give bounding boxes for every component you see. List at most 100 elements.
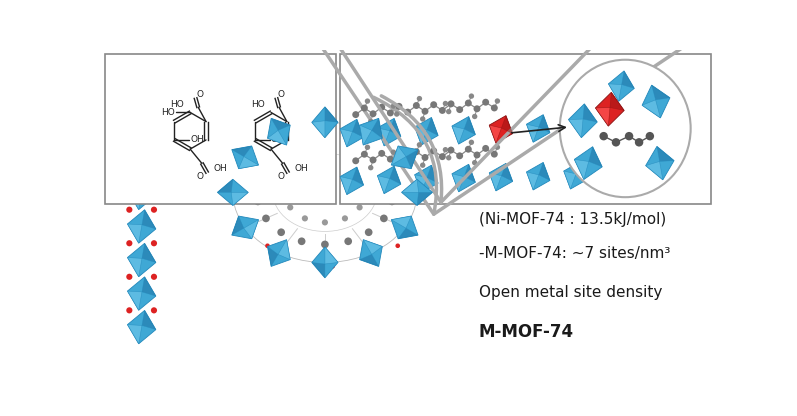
Polygon shape [371, 118, 383, 138]
Circle shape [238, 194, 243, 198]
Circle shape [405, 177, 410, 182]
Polygon shape [527, 163, 550, 190]
Circle shape [254, 179, 261, 187]
Polygon shape [378, 176, 390, 193]
Polygon shape [256, 106, 277, 132]
Text: O: O [197, 171, 204, 181]
Circle shape [402, 119, 407, 124]
Polygon shape [402, 179, 433, 206]
Circle shape [554, 173, 559, 178]
Circle shape [595, 147, 602, 153]
Polygon shape [352, 119, 363, 137]
Circle shape [536, 144, 541, 149]
Circle shape [368, 165, 374, 171]
Polygon shape [568, 104, 597, 138]
Circle shape [126, 240, 132, 246]
Circle shape [612, 138, 620, 146]
Polygon shape [414, 165, 438, 193]
Polygon shape [314, 106, 336, 132]
Polygon shape [142, 310, 156, 329]
Circle shape [482, 145, 489, 152]
Circle shape [342, 215, 348, 221]
Polygon shape [294, 106, 307, 118]
Circle shape [330, 124, 335, 129]
Polygon shape [652, 85, 670, 100]
Polygon shape [583, 104, 597, 122]
Polygon shape [489, 116, 512, 143]
Polygon shape [539, 115, 550, 133]
Circle shape [151, 207, 157, 213]
Polygon shape [527, 115, 550, 142]
Circle shape [298, 238, 305, 245]
Text: OH: OH [295, 164, 308, 173]
Circle shape [635, 138, 643, 146]
Polygon shape [312, 107, 338, 138]
Circle shape [580, 144, 586, 149]
Text: HO: HO [251, 100, 265, 109]
Polygon shape [340, 167, 363, 195]
Polygon shape [359, 125, 371, 145]
Polygon shape [646, 146, 674, 180]
Circle shape [357, 119, 363, 124]
Circle shape [344, 238, 352, 245]
Circle shape [370, 156, 376, 163]
Polygon shape [452, 126, 464, 144]
Circle shape [430, 147, 437, 154]
Polygon shape [244, 220, 258, 239]
Circle shape [151, 274, 157, 280]
Polygon shape [390, 166, 401, 184]
Circle shape [287, 174, 293, 181]
Circle shape [342, 163, 348, 169]
Circle shape [380, 215, 387, 222]
Circle shape [367, 130, 373, 135]
Circle shape [352, 157, 359, 164]
Polygon shape [218, 179, 248, 206]
Text: M-MOF-74: M-MOF-74 [479, 323, 574, 341]
Polygon shape [414, 127, 427, 145]
Circle shape [446, 109, 451, 114]
Polygon shape [128, 176, 156, 210]
Circle shape [302, 215, 308, 221]
Polygon shape [314, 118, 325, 132]
FancyArrowPatch shape [215, 0, 760, 214]
Polygon shape [359, 240, 383, 266]
Polygon shape [575, 159, 589, 179]
Polygon shape [142, 210, 156, 229]
Polygon shape [373, 106, 395, 132]
Circle shape [430, 101, 437, 108]
Polygon shape [128, 157, 142, 176]
Polygon shape [232, 216, 258, 239]
Circle shape [422, 194, 427, 198]
Polygon shape [128, 90, 142, 109]
Circle shape [126, 274, 132, 280]
Circle shape [442, 147, 448, 152]
Polygon shape [657, 146, 674, 161]
Polygon shape [238, 156, 258, 168]
Circle shape [554, 125, 559, 131]
Polygon shape [268, 240, 290, 266]
Polygon shape [271, 118, 290, 130]
Polygon shape [355, 106, 365, 121]
Polygon shape [610, 92, 624, 111]
Polygon shape [384, 106, 395, 122]
Circle shape [380, 163, 387, 170]
Text: Open metal site density: Open metal site density [479, 285, 662, 300]
Polygon shape [340, 119, 363, 147]
Polygon shape [359, 118, 383, 145]
Circle shape [365, 145, 370, 150]
Circle shape [417, 96, 422, 101]
Polygon shape [142, 176, 156, 196]
Text: HO: HO [161, 108, 175, 117]
Circle shape [126, 106, 132, 112]
Polygon shape [344, 118, 355, 132]
Circle shape [631, 121, 638, 128]
Polygon shape [576, 161, 587, 180]
Circle shape [395, 144, 400, 149]
Polygon shape [232, 146, 252, 156]
Circle shape [402, 144, 407, 149]
Polygon shape [501, 163, 512, 181]
Polygon shape [452, 116, 475, 144]
Circle shape [391, 103, 396, 109]
Circle shape [330, 264, 335, 269]
Circle shape [277, 149, 285, 156]
